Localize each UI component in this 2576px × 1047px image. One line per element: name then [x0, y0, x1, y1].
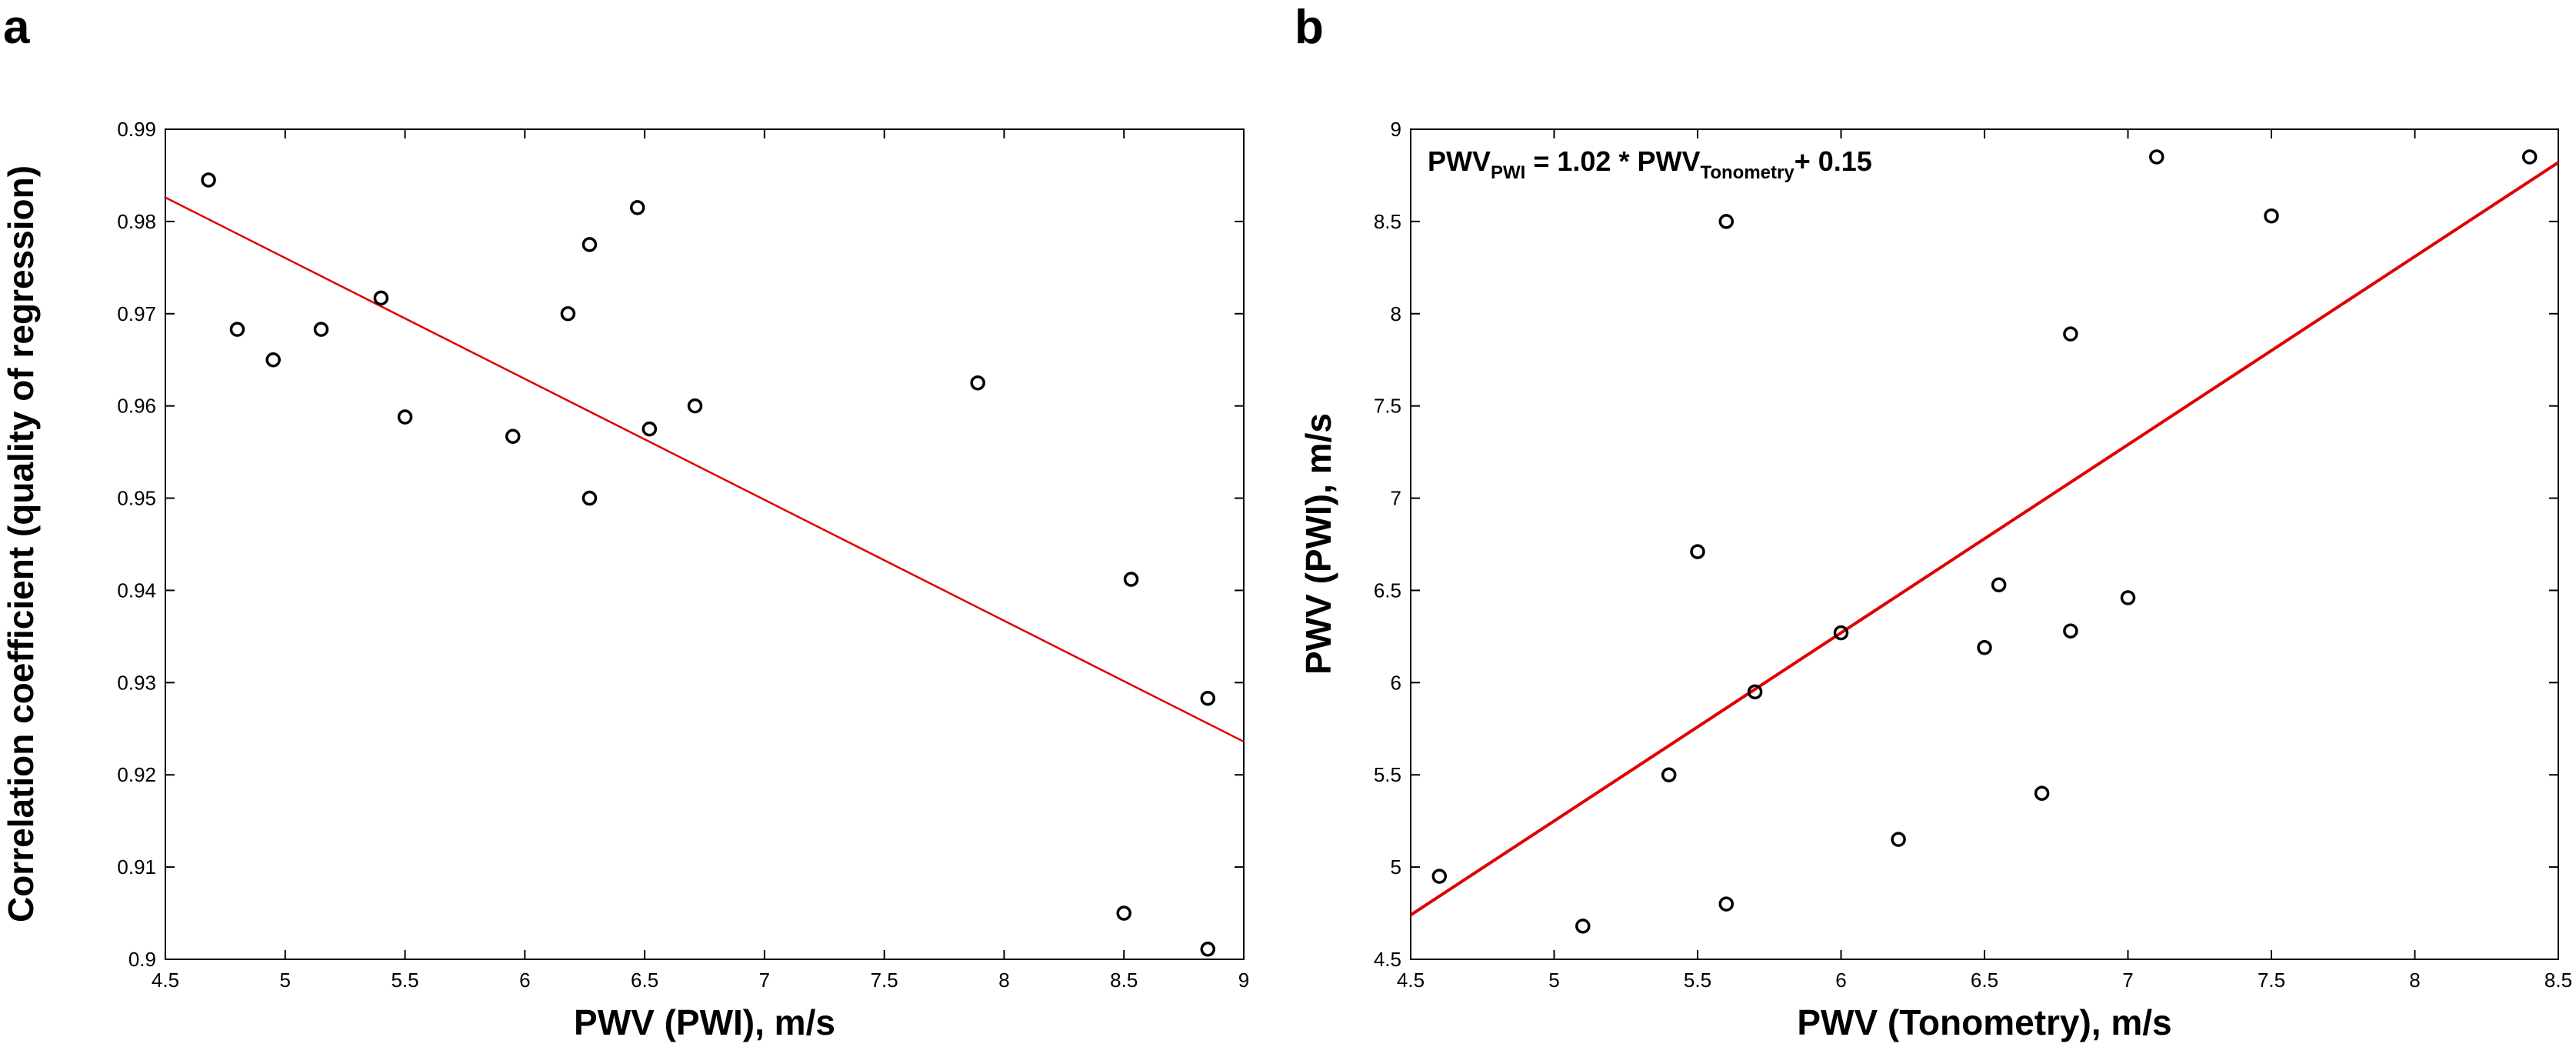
data-point: [1891, 832, 1906, 847]
data-point: [2034, 785, 2050, 801]
y-tick-label: 0.9: [128, 948, 156, 971]
x-tick-label: 6.5: [631, 969, 658, 992]
y-tick-label: 0.92: [117, 763, 156, 786]
x-tick-label: 5.5: [391, 969, 418, 992]
panel-b-data-points: [1431, 149, 2538, 934]
panel-b-letter: b: [1295, 1, 1324, 54]
data-point: [229, 322, 245, 337]
y-tick-label: 8.5: [1374, 210, 1401, 233]
panel-a-plot-frame: [165, 128, 1245, 960]
y-tick-label: 7.5: [1374, 395, 1401, 418]
data-point: [313, 322, 329, 337]
data-point: [1690, 544, 1705, 559]
panel-b-scatter-chart: b 4.5 5 5.5 6 6.5 7 7.5 8 8.5 4.5 5 5.5 6 6.5 7 7.5 8 8.…: [1295, 1, 2572, 1042]
y-tick-label: 0.93: [117, 671, 156, 694]
panel-b-x-axis: 4.5 5 5.5 6 6.5 7 7.5 8 8.5: [1397, 129, 2572, 992]
panel-b-plot-frame: [1410, 128, 2559, 960]
y-tick-label: 0.91: [117, 855, 156, 879]
panel-a-scatter-chart: a 4.5 5 5.5 6 6.5 7 7.5 8 8.5 9 0.90.910.920.930.…: [1, 1, 1249, 1042]
y-tick-label: 6.5: [1374, 579, 1401, 602]
x-tick-label: 7: [2122, 969, 2133, 992]
panel-b-regression-equation: PWVPWI = 1.02 * PWVTonometry+ 0.15: [1428, 145, 1872, 183]
data-point: [2063, 326, 2078, 342]
data-point: [630, 200, 645, 215]
data-point: [1575, 919, 1591, 934]
data-point: [1661, 767, 1677, 782]
y-tick-label: 0.99: [117, 118, 156, 141]
y-tick-label: 6: [1391, 671, 1401, 694]
x-tick-label: 7.5: [2258, 969, 2285, 992]
x-tick-label: 7: [759, 969, 770, 992]
x-tick-label: 6: [519, 969, 530, 992]
panel-a-letter: a: [3, 1, 30, 54]
x-tick-label: 5: [280, 969, 291, 992]
data-point: [397, 409, 413, 425]
data-point: [1977, 640, 1992, 655]
x-tick-label: 5.5: [1684, 969, 1711, 992]
data-point: [201, 172, 216, 188]
data-point: [2063, 623, 2078, 639]
x-tick-label: 8: [998, 969, 1009, 992]
x-tick-label: 8: [2409, 969, 2420, 992]
data-point: [1200, 942, 1216, 957]
y-tick-label: 4.5: [1374, 948, 1401, 971]
data-point: [687, 398, 703, 414]
x-tick-label: 9: [1238, 969, 1249, 992]
data-point: [373, 290, 389, 306]
y-tick-label: 0.97: [117, 302, 156, 325]
x-tick-label: 6: [1835, 969, 1846, 992]
y-tick-label: 9: [1391, 118, 1401, 141]
y-tick-label: 8: [1391, 302, 1401, 325]
data-point: [265, 352, 281, 368]
panel-a-y-axis: 0.9 0.91 0.92 0.93 0.94 0.95 0.96 0.97 0.98 0.99: [117, 118, 1244, 971]
data-point: [2521, 149, 2538, 165]
panel-a-y-axis-title: Correlation coefficient (quality of regr…: [1, 165, 41, 922]
data-point: [582, 490, 598, 506]
x-tick-label: 8.5: [1110, 969, 1138, 992]
data-point: [1833, 625, 1849, 641]
x-tick-label: 6.5: [1971, 969, 1998, 992]
data-point: [582, 237, 598, 252]
data-point: [1431, 869, 1448, 884]
data-point: [970, 375, 985, 391]
data-point: [2264, 208, 2279, 224]
data-point: [642, 421, 658, 437]
data-point: [1116, 905, 1131, 921]
data-point: [1747, 684, 1763, 700]
y-tick-label: 0.96: [117, 395, 156, 418]
panel-b-y-axis: 4.5 5 5.5 6 6.5 7 7.5 8 8.5 9: [1374, 118, 2558, 971]
data-point: [1991, 577, 2007, 593]
y-tick-label: 5: [1391, 855, 1401, 879]
x-tick-label: 5: [1548, 969, 1559, 992]
data-point: [2120, 590, 2136, 605]
y-tick-label: 0.98: [117, 210, 156, 233]
x-tick-label: 8.5: [2544, 969, 2572, 992]
data-point: [560, 306, 576, 322]
panel-a-data-points: [201, 172, 1216, 957]
panel-a-x-axis: 4.5 5 5.5 6 6.5 7 7.5 8 8.5 9: [152, 129, 1249, 992]
x-tick-label: 7.5: [871, 969, 898, 992]
y-tick-label: 7: [1391, 487, 1401, 510]
panel-b-y-axis-title: PWV (PWI), m/s: [1298, 413, 1338, 675]
panel-b-x-axis-title: PWV (Tonometry), m/s: [1797, 1002, 2171, 1042]
panel-a-x-axis-title: PWV (PWI), m/s: [574, 1002, 835, 1042]
data-point: [1718, 896, 1735, 912]
y-tick-label: 0.94: [117, 579, 156, 602]
data-point: [1718, 214, 1735, 229]
data-point: [2149, 149, 2164, 165]
data-point: [1123, 572, 1139, 587]
data-point: [505, 428, 521, 444]
panel-b-regression-line: [1409, 161, 2560, 917]
x-tick-label: 4.5: [152, 969, 179, 992]
panel-a-regression-line: [165, 196, 1245, 743]
data-point: [1200, 690, 1216, 706]
y-tick-label: 0.95: [117, 487, 156, 510]
x-tick-label: 4.5: [1397, 969, 1425, 992]
y-tick-label: 5.5: [1374, 763, 1401, 786]
